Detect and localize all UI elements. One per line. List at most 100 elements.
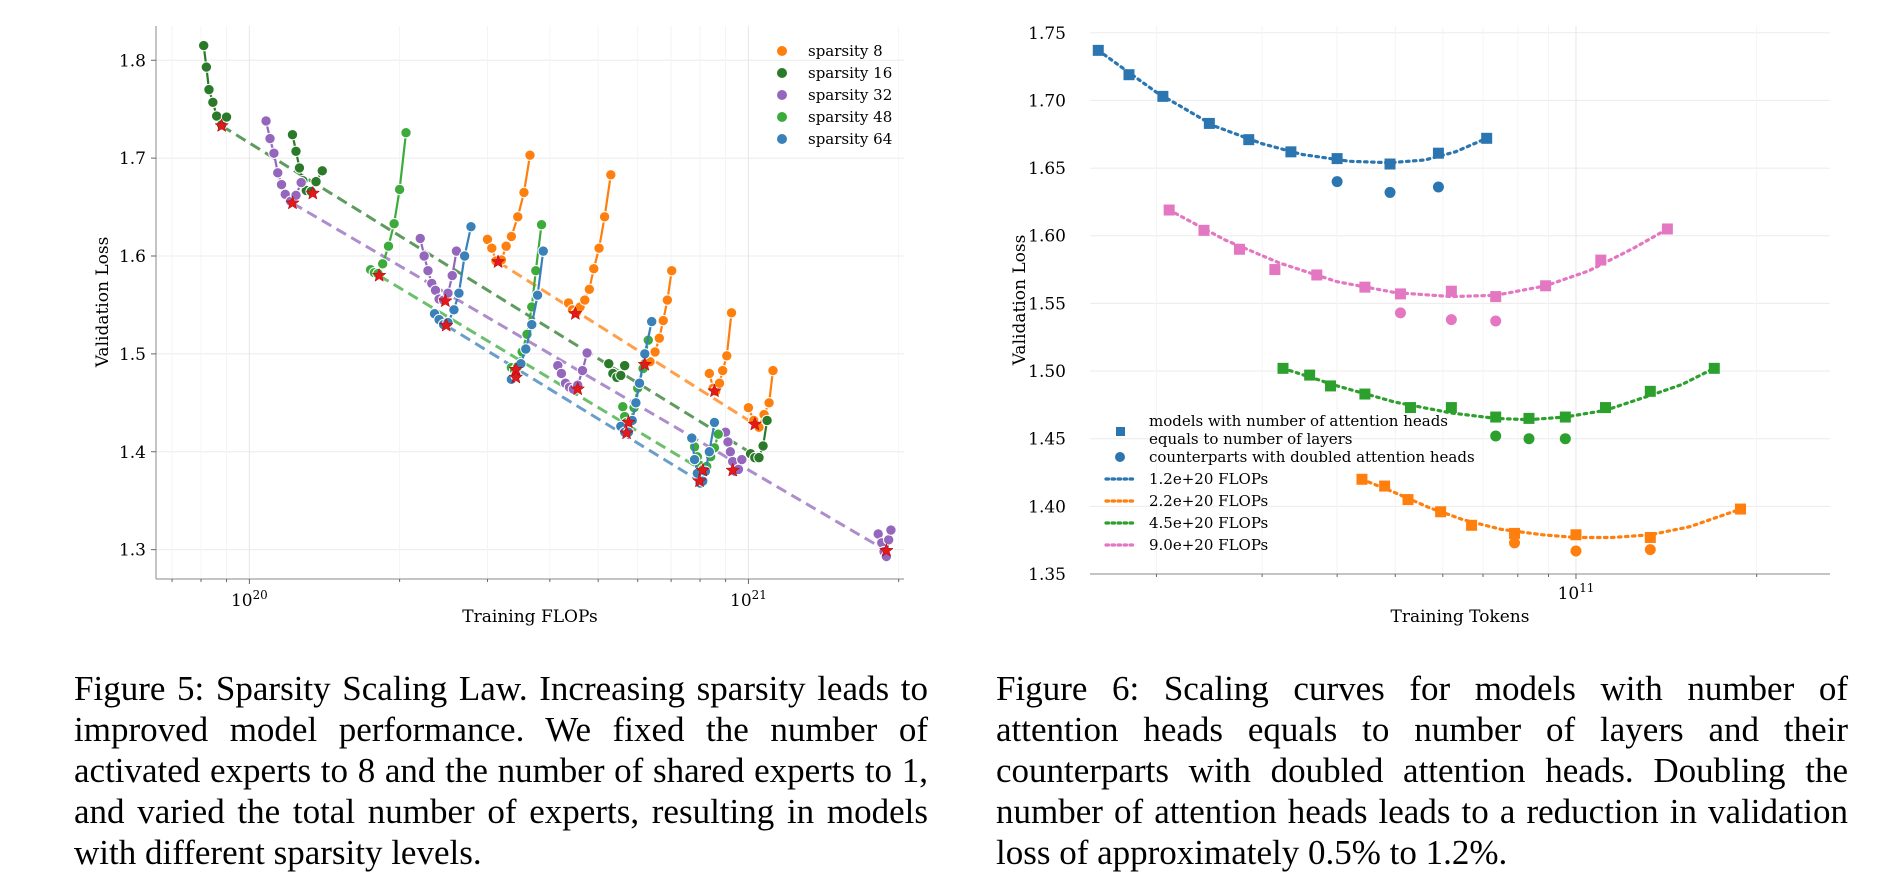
fig5-optimum-star	[695, 462, 711, 477]
fig6-square-point	[1379, 480, 1391, 492]
fig5-optimum-star	[371, 267, 387, 282]
figure-6-caption: Figure 6: Scaling curves for models with…	[996, 669, 1848, 872]
fig5-optimum-star	[725, 462, 741, 477]
fig6-square-point	[1559, 411, 1571, 423]
fig6-tick-label-y: 1.55	[1028, 294, 1066, 314]
fig6-fit-curve	[1360, 477, 1743, 540]
fig5-point	[581, 347, 593, 359]
fig6-square-point	[1644, 531, 1656, 543]
fig6-square-point	[1123, 69, 1135, 81]
fig6-square-point	[1435, 506, 1447, 518]
fig6-circle-point	[1490, 315, 1502, 327]
fig5-fit-line	[378, 274, 704, 472]
fig5-tick-label-y: 1.3	[119, 541, 146, 561]
fig5-fit-line	[291, 201, 888, 552]
fig5-point	[686, 432, 698, 444]
fig5-point	[579, 294, 591, 306]
fig5-point	[293, 162, 306, 174]
fig6-square-point	[1661, 223, 1673, 235]
fig6-square-point	[1445, 285, 1457, 297]
fig5-point	[531, 289, 544, 301]
fig6-square-point	[1285, 146, 1297, 158]
fig6-tick-label-y: 1.45	[1028, 430, 1066, 450]
fig5-legend-marker	[777, 134, 787, 144]
fig5-point	[761, 414, 773, 427]
fig5-point	[617, 401, 629, 413]
fig6-tick-label-y: 1.60	[1028, 227, 1066, 247]
fig5-tick-label-y: 1.7	[119, 149, 146, 169]
fig6-square-point	[1490, 411, 1502, 423]
fig5-optimum-star	[570, 381, 586, 396]
fig5-point	[310, 175, 322, 188]
fig5-point	[588, 263, 600, 275]
fig5-point	[512, 211, 524, 223]
fig5-point	[290, 145, 302, 157]
fig5-point	[453, 287, 465, 299]
fig6-square-point	[1600, 402, 1612, 414]
fig5-series	[197, 39, 897, 563]
fig6-square-point	[1304, 369, 1316, 381]
fig5-point	[448, 304, 460, 316]
fig5-point	[272, 167, 284, 179]
fig5-point	[661, 294, 674, 306]
fig6-square-point	[1243, 134, 1255, 146]
fig5-point	[400, 126, 412, 139]
fig6-square-point	[1402, 494, 1414, 506]
fig5-optimum-star	[285, 195, 300, 210]
fig6-legend-square	[1116, 427, 1125, 436]
fig5-point	[275, 178, 288, 191]
fig5-point	[524, 149, 536, 161]
fig5-tick-label-y: 1.5	[119, 345, 146, 365]
fig6-circle-point	[1384, 186, 1396, 198]
fig6-circle-point	[1394, 307, 1406, 319]
fig5-legend-label: sparsity 64	[808, 130, 892, 148]
fig6-tick-label-y: 1.50	[1028, 362, 1066, 382]
fig5-point	[486, 242, 498, 254]
fig6-tick-label-y: 1.35	[1028, 565, 1066, 585]
fig5-legend-label: sparsity 16	[808, 64, 892, 82]
fig5-point	[505, 230, 518, 243]
fig5-point	[220, 111, 233, 123]
fig5-point	[465, 220, 477, 233]
fig5-point	[418, 250, 430, 262]
fig5-point	[716, 364, 729, 377]
fig5-point	[882, 534, 895, 546]
fig6-square-point	[1163, 204, 1175, 216]
fig6-square-point	[1509, 527, 1521, 539]
fig5-point	[388, 218, 400, 230]
fig6-legend-label: 1.2e+20 FLOPs	[1149, 470, 1268, 488]
fig5-legend-marker	[777, 112, 787, 122]
fig5-point	[450, 245, 463, 257]
fig6-tick-label-y: 1.65	[1028, 159, 1066, 179]
fig5-point	[763, 397, 775, 409]
fig6-legend-circle	[1115, 452, 1125, 462]
fig5-point	[526, 318, 538, 331]
fig6-square-point	[1490, 291, 1502, 303]
fig6-square-point	[1325, 380, 1337, 392]
fig5-x-label: Training FLOPs	[462, 607, 597, 627]
fig5-point	[593, 242, 605, 254]
fig6-circle-point	[1509, 537, 1521, 549]
fig5-tick-label-y: 1.6	[119, 247, 146, 267]
fig5-optimum-star	[637, 356, 653, 371]
fig6-square-point	[1203, 117, 1215, 129]
fig6-square-point	[1540, 280, 1552, 292]
fig5-point	[618, 359, 631, 372]
fig6-square-point	[1523, 412, 1535, 424]
fig5-tick-label-y: 1.8	[119, 51, 146, 71]
fig5-point	[603, 357, 615, 370]
fig5-point	[207, 96, 219, 109]
fig5-point	[268, 147, 280, 159]
fig5-point	[724, 446, 737, 458]
fig6-legend-label: 4.5e+20 FLOPs	[1149, 514, 1268, 532]
fig5-legend-marker	[777, 90, 787, 100]
fig6-square-point	[1384, 158, 1396, 170]
fig5-point	[537, 245, 549, 257]
fig6-square-point	[1356, 473, 1368, 485]
fig5-point	[576, 364, 589, 377]
fig5-optimum-star	[438, 293, 453, 308]
fig5-point	[197, 39, 210, 52]
fig5-point	[535, 218, 548, 231]
fig6-y-label: Validation Loss	[1010, 235, 1030, 367]
fig5-point	[500, 240, 512, 252]
